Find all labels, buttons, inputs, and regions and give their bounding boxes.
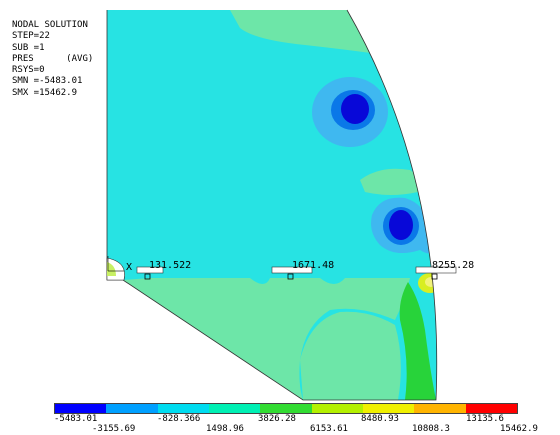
legend-label-5: 3826.28 [258, 414, 296, 424]
legend-swatch-7 [362, 404, 415, 413]
legend-label-10: 15462.9 [500, 424, 538, 434]
probe-slot-2[interactable] [271, 266, 313, 274]
solution-title: NODAL SOLUTION [12, 20, 88, 30]
contour-zone-bright [399, 282, 436, 400]
probe-marker-2[interactable] [287, 273, 294, 280]
contour-zone-upper [230, 10, 385, 55]
notch-highlight [107, 262, 116, 276]
contour-zone-lower [123, 278, 410, 400]
result-type-label: PRES (AVG) [12, 53, 94, 64]
probe-marker-3[interactable] [431, 273, 438, 280]
model-outline [106, 9, 438, 401]
legend-label-7: 8480.93 [361, 414, 399, 424]
probe-label-3: 8255.28 [432, 260, 474, 271]
probe-label-1: 131.522 [149, 260, 191, 271]
legend-label-1: -5483.01 [54, 414, 98, 424]
legend-swatch-8 [414, 404, 466, 413]
contour-zone-middle [360, 168, 421, 195]
legend-label-4: 1498.96 [206, 424, 244, 434]
probe-slot-3[interactable] [415, 266, 457, 274]
contour-zone-bottom [300, 311, 401, 400]
axis-x-label: X [126, 262, 132, 273]
min-value-label: SMN =-5483.01 [12, 76, 83, 87]
contour-regions [123, 10, 437, 400]
legend-label-9: 13135.6 [466, 414, 504, 424]
legend-label-2: -3155.69 [92, 424, 136, 434]
probe-slot-1[interactable] [136, 266, 164, 274]
solution-info-panel: NODAL SOLUTION STEP=22 SUB =1 PRES (AVG)… [12, 20, 93, 99]
substep-label: SUB =1 [12, 42, 45, 53]
contour-zone-upper-dark-blue [341, 94, 369, 124]
legend-swatch-6 [311, 404, 363, 413]
legend-swatch-5 [260, 404, 312, 413]
step-label: STEP=22 [12, 31, 50, 42]
probe-label-2: 1671.48 [292, 260, 334, 271]
contour-zone-hotspot-core [425, 277, 437, 287]
legend-swatch-2 [106, 404, 158, 413]
legend-swatch-3 [157, 404, 209, 413]
legend-swatch-1 [55, 404, 107, 413]
legend-swatch-9 [465, 404, 517, 413]
legend-swatch-4 [208, 404, 261, 413]
coordinate-system-label: RSYS=0 [12, 65, 45, 76]
legend-label-3: -828.366 [157, 414, 201, 424]
max-value-label: SMX =15462.9 [12, 87, 78, 98]
color-legend-bar [54, 403, 518, 414]
legend-label-8: 10808.3 [412, 424, 450, 434]
probe-marker-1[interactable] [144, 273, 151, 280]
legend-label-6: 6153.61 [310, 424, 348, 434]
contour-zone-lower-dark-blue [389, 210, 413, 240]
